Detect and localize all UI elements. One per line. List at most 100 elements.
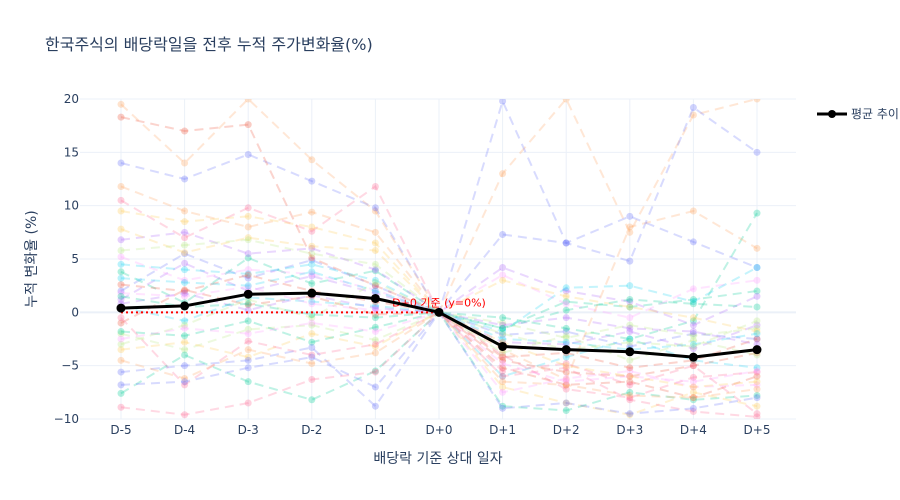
background-series-point [499,99,507,105]
background-series-point [689,104,697,112]
average-series-point [370,293,380,303]
x-tick-label: D-4 [174,423,195,437]
background-series-point [626,356,634,364]
background-series-point [244,266,252,274]
background-series-point [753,209,761,217]
background-series-point [562,399,570,407]
background-series-point [371,282,379,290]
background-series-point [117,225,125,233]
background-series-line [120,311,758,415]
legend-item[interactable]: 평균 추이 [817,107,899,121]
background-series-point [117,319,125,327]
background-series-point [308,223,316,231]
average-series-point [688,352,698,362]
background-series-point [117,296,125,304]
background-series-point [562,360,570,368]
background-series-point [626,328,634,336]
background-series-point [117,356,125,364]
background-series-point [117,281,125,289]
background-series-point [244,399,252,407]
average-series-point [434,307,444,317]
background-series-point [308,319,316,327]
background-series-point [499,404,507,412]
background-series-point [181,175,189,183]
background-series-point [562,374,570,382]
x-axis-title: 배당락 기준 상대 일자 [373,451,502,467]
main-series-layer [116,288,762,362]
x-tick-label: D-1 [365,423,386,437]
background-series-point [626,381,634,389]
background-series-point [499,402,507,410]
background-series-point [753,385,761,393]
background-series-point [181,411,189,419]
background-series-point [753,335,761,343]
background-series-line [120,292,758,346]
background-series-point [308,272,316,280]
background-series-point [753,287,761,295]
background-series-point [308,256,316,264]
background-series-point [689,340,697,348]
background-series-point [308,314,316,322]
background-series-point [117,274,125,282]
background-series-point [371,328,379,336]
background-series-point [562,324,570,332]
background-series-point [499,230,507,238]
background-series-point [626,257,634,265]
background-series-point [689,285,697,293]
background-series-point [244,364,252,372]
background-series-point [562,399,570,407]
background-series-point [626,335,634,343]
background-series-point [499,264,507,272]
background-series-point [562,364,570,372]
background-series-point [117,289,125,297]
background-series-point [626,324,634,332]
background-series-point [181,381,189,389]
background-series-point [308,244,316,252]
background-series-point [626,394,634,402]
background-series-point [244,270,252,278]
background-series-point [117,100,125,108]
background-series-point [689,362,697,370]
background-series-point [371,266,379,274]
background-series-point [181,259,189,267]
background-series [117,260,761,336]
y-tick-label: 0 [71,305,79,319]
background-series-point [244,99,252,103]
background-series-point [308,330,316,338]
background-series-point [753,410,761,418]
background-series-point [371,267,379,275]
background-series-point [753,244,761,252]
background-series-point [753,330,761,338]
background-series-point [499,324,507,332]
background-series-point [626,212,634,220]
background-series-line [120,296,758,378]
legend-label: 평균 추이 [851,107,899,121]
background-series-point [181,351,189,359]
background-series-point [117,314,125,322]
background-series-point [371,367,379,375]
background-series-point [499,330,507,338]
background-series-point [181,159,189,167]
x-tick-label: D+5 [744,423,771,437]
background-series-point [626,223,634,231]
background-series-point [181,127,189,135]
background-series-point [499,349,507,357]
background-series-point [562,385,570,393]
background-series-point [689,207,697,215]
background-series-point [244,282,252,290]
background-series-point [562,353,570,361]
background-series-point [244,250,252,258]
average-series-point [243,289,253,299]
background-series-point [244,301,252,309]
background-series-point [499,360,507,368]
background-series-point [753,381,761,389]
background-series-point [181,378,189,386]
background-series-point [753,328,761,336]
background-series-line [120,116,758,399]
background-series-point [308,321,316,329]
background-series-point [689,383,697,391]
background-series-point [181,346,189,354]
background-series-point [308,338,316,346]
background-series-point [753,367,761,375]
